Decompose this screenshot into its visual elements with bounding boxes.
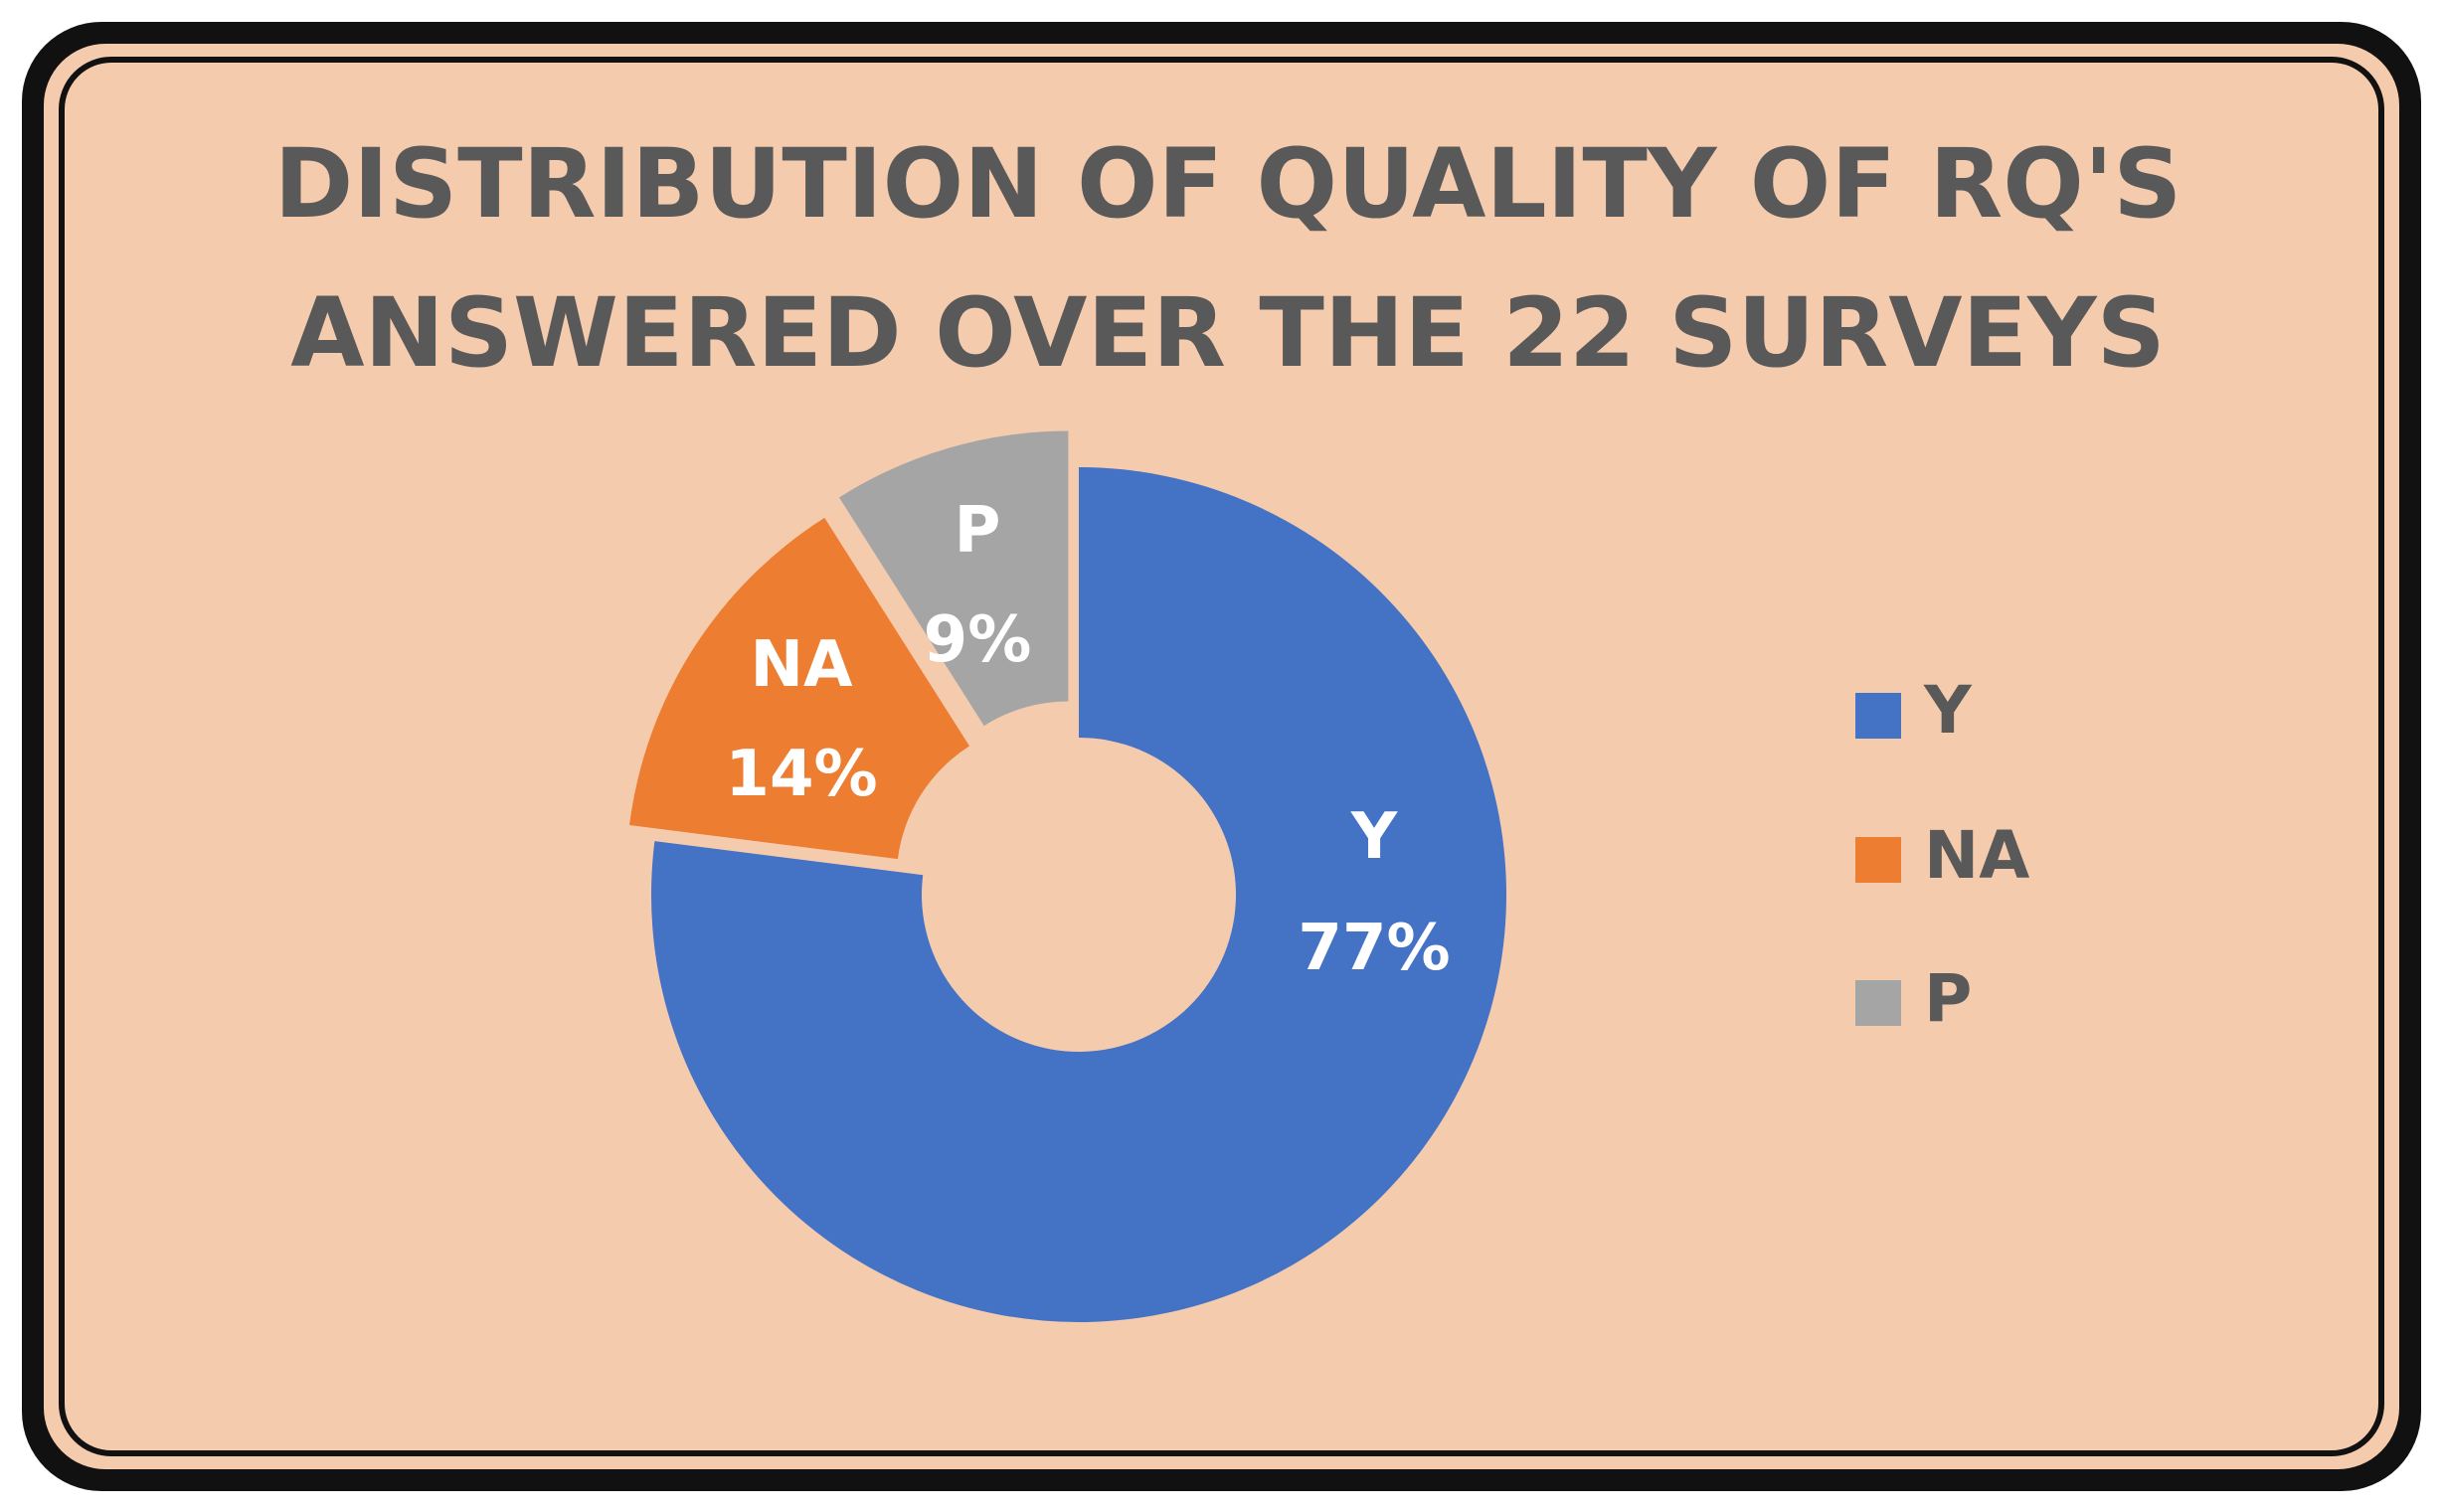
legend-label-y: Y xyxy=(1923,672,1973,749)
chart-title-line-2: ANSWERED OVER THE 22 SURVEYS xyxy=(290,277,2166,389)
legend-swatch-y xyxy=(1855,693,1901,739)
data-label-p-value: 9% xyxy=(924,603,1032,677)
chart-title-line-1: DISTRIBUTION OF QUALITY OF RQ'S xyxy=(274,128,2182,240)
donut-slice-y xyxy=(651,467,1507,1322)
data-label-y-name: Y xyxy=(1350,800,1398,874)
donut-slice-p xyxy=(838,430,1069,727)
legend-label-na: NA xyxy=(1924,817,2029,894)
legend-label-p: P xyxy=(1924,960,1972,1037)
data-label-na-name: NA xyxy=(750,628,853,702)
legend-swatch-na xyxy=(1855,837,1901,883)
donut-slice-na xyxy=(629,517,970,860)
legend: Y NA P xyxy=(1855,672,2029,1037)
data-label-y-value: 77% xyxy=(1298,912,1450,985)
data-label-na-value: 14% xyxy=(725,738,877,811)
data-label-p-name: P xyxy=(955,494,1001,568)
donut-slices xyxy=(629,430,1507,1322)
legend-swatch-p xyxy=(1855,980,1901,1026)
